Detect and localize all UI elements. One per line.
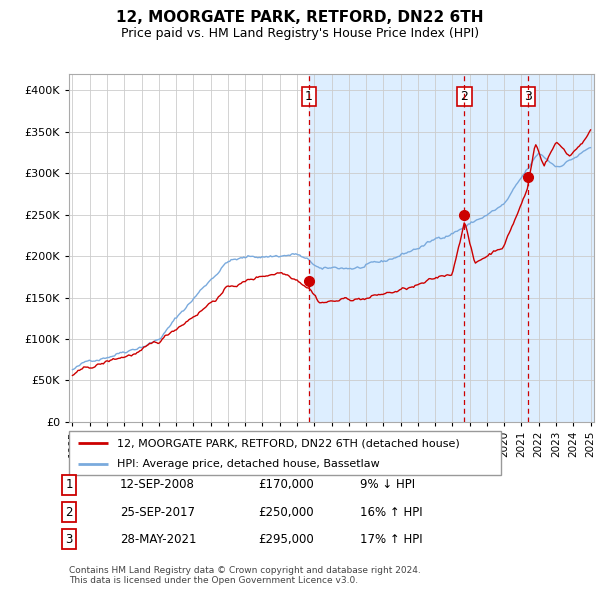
Text: 2: 2 [461,90,469,103]
Text: 12, MOORGATE PARK, RETFORD, DN22 6TH: 12, MOORGATE PARK, RETFORD, DN22 6TH [116,10,484,25]
Text: Price paid vs. HM Land Registry's House Price Index (HPI): Price paid vs. HM Land Registry's House … [121,27,479,40]
Text: Contains HM Land Registry data © Crown copyright and database right 2024.: Contains HM Land Registry data © Crown c… [69,566,421,575]
Text: 16% ↑ HPI: 16% ↑ HPI [360,506,422,519]
Bar [309,74,599,422]
Text: 28-MAY-2021: 28-MAY-2021 [120,533,197,546]
FancyBboxPatch shape [69,431,501,475]
Text: 3: 3 [524,90,532,103]
Text: 17% ↑ HPI: 17% ↑ HPI [360,533,422,546]
Text: 25-SEP-2017: 25-SEP-2017 [120,506,195,519]
Text: 12, MOORGATE PARK, RETFORD, DN22 6TH (detached house): 12, MOORGATE PARK, RETFORD, DN22 6TH (de… [116,438,459,448]
Text: 3: 3 [65,533,73,546]
Text: This data is licensed under the Open Government Licence v3.0.: This data is licensed under the Open Gov… [69,576,358,585]
Text: 1: 1 [65,478,73,491]
Text: HPI: Average price, detached house, Bassetlaw: HPI: Average price, detached house, Bass… [116,459,379,469]
Text: £170,000: £170,000 [258,478,314,491]
Text: 2: 2 [65,506,73,519]
Text: £250,000: £250,000 [258,506,314,519]
Text: 12-SEP-2008: 12-SEP-2008 [120,478,195,491]
Text: 9% ↓ HPI: 9% ↓ HPI [360,478,415,491]
Text: £295,000: £295,000 [258,533,314,546]
Text: 1: 1 [305,90,313,103]
